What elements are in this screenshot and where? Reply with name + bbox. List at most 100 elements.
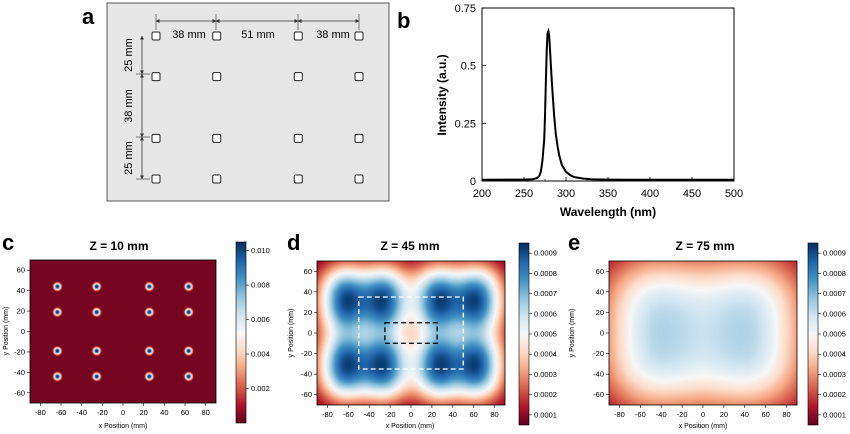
y-tick-label: 0.75 (455, 3, 476, 15)
y-tick-label: -20 (301, 349, 312, 358)
x-tick-label: -20 (677, 410, 688, 419)
heatmap-title: Z = 45 mm (380, 239, 439, 253)
heatmap-title: Z = 10 mm (89, 239, 148, 253)
colorbar-tick-label: 0.0005 (823, 330, 846, 339)
heatmap-z45: Z = 45 mm -80 -60 -40 -20 0 20 40 60 80 -60 -40 -20… (288, 239, 557, 430)
dimension-label-top-2: 51 mm (241, 29, 275, 41)
y-tick-label: 40 (596, 287, 604, 296)
led-square (151, 31, 161, 41)
colorbar-tick-label: 0.004 (251, 350, 270, 359)
colorbar-tick-label: 0.0002 (823, 390, 846, 399)
led-group (151, 31, 364, 184)
x-tick-label: -40 (76, 408, 87, 417)
colorbar-tick-label: 0.006 (251, 315, 270, 324)
colorbar-tick-label: 0.0006 (823, 309, 846, 318)
x-tick-label: -20 (385, 410, 396, 419)
colorbar-ticks: 0.0001 0.0002 0.0003 0.0004 0.0005 0.0006 0.00… (529, 249, 557, 419)
x-tick-label: 80 (201, 408, 209, 417)
y-tick-label: -20 (593, 349, 604, 358)
x-tick-label: 0 (701, 410, 705, 419)
heatmap-image (317, 261, 505, 405)
panel-letter-e: e (568, 230, 580, 255)
heatmap-ticks: -80 -60 -40 -20 0 20 40 60 80 -60 -40 -20 0 20 40 60 (301, 267, 499, 419)
spectrum-ticks: 200 250 300 350 400 450 500 0 0.25 0.5 0.75 (455, 3, 744, 200)
x-tick-label: 0 (409, 410, 413, 419)
panel-letter-b: b (397, 8, 410, 33)
led-layout-schematic: 38 mm 51 mm 38 mm 25 mm 38 mm 25 mm (106, 2, 390, 202)
x-tick-label: 60 (181, 408, 189, 417)
heatmap-ticks: -80 -60 -40 -20 0 20 40 60 80 -60 -40 -20 0 20 40 60 (14, 266, 210, 417)
y-tick-label: 20 (17, 307, 25, 316)
x-tick-label: -40 (656, 410, 667, 419)
x-tick-label: 300 (557, 188, 575, 200)
colorbar-tick-label: 0.0005 (534, 330, 557, 339)
led-square (293, 31, 303, 41)
y-tick-label: 40 (304, 287, 312, 296)
heatmap-title: Z = 75 mm (675, 239, 734, 253)
dimension-label-left-1: 25 mm (123, 38, 135, 72)
panel-letter-d: d (287, 230, 300, 255)
led-square (212, 72, 222, 82)
colorbar-tick-label: 0.010 (251, 246, 270, 255)
heatmap-y-axis-label: y Position (mm) (569, 309, 576, 358)
x-tick-label: 40 (741, 410, 749, 419)
x-tick-label: -20 (97, 408, 108, 417)
heatmap-z10: Z = 10 mm -80 -60 -40 -20 0 20 40 60 80 -60 -40 -20… (3, 239, 270, 430)
y-tick-label: -40 (301, 370, 312, 379)
panel-letter-a: a (82, 4, 95, 29)
heatmap-y-axis-label: y Position (mm) (288, 309, 295, 358)
colorbar-tick-label: 0.0007 (823, 289, 846, 298)
x-tick-label: -60 (56, 408, 67, 417)
y-tick-label: -60 (301, 390, 312, 399)
x-tick-label: 400 (641, 188, 659, 200)
colorbar-tick-label: 0.0008 (823, 269, 846, 278)
led-square (354, 72, 364, 82)
led-square (151, 72, 161, 82)
colorbar-tick-label: 0.0003 (534, 370, 557, 379)
led-square (293, 72, 303, 82)
spectrum-line (481, 27, 734, 181)
spectrum-plot-frame (481, 7, 735, 182)
led-square (212, 133, 222, 143)
y-tick-label: 60 (304, 267, 312, 276)
x-tick-label: 20 (720, 410, 728, 419)
colorbar-ticks: 0.002 0.004 0.006 0.008 0.010 (246, 246, 270, 393)
y-tick-label: 40 (17, 286, 25, 295)
x-tick-label: 60 (761, 410, 769, 419)
x-tick-label: 20 (139, 408, 147, 417)
led-square (354, 31, 364, 41)
y-tick-label: 20 (596, 308, 604, 317)
heatmap-z75: Z = 75 mm -80 -60 -40 -20 0 20 40 60 80 -60 -40 -20… (569, 239, 846, 430)
spectrum-x-axis-label: Wavelength (nm) (560, 205, 656, 219)
x-tick-label: 350 (599, 188, 617, 200)
y-tick-label: 60 (17, 266, 25, 275)
heatmap-y-axis-label: y Position (mm) (3, 307, 10, 356)
panel-letter-c: c (2, 230, 14, 255)
heatmap-x-axis-label: x Position (mm) (386, 423, 435, 430)
led-square (212, 174, 222, 184)
x-tick-label: 250 (515, 188, 533, 200)
led-square (151, 174, 161, 184)
colorbar-ticks: 0.0001 0.0002 0.0003 0.0004 0.0005 0.0006 0.00… (818, 249, 846, 419)
y-tick-label: 0 (308, 329, 312, 338)
heatmap-x-axis-label: x Position (mm) (99, 423, 148, 430)
colorbar-tick-label: 0.0009 (534, 249, 557, 258)
heatmap-image (609, 261, 797, 405)
x-tick-label: 500 (725, 188, 743, 200)
x-tick-label: -60 (635, 410, 646, 419)
x-tick-label: -80 (614, 410, 625, 419)
x-tick-label: 0 (121, 408, 125, 417)
x-tick-label: -80 (35, 408, 46, 417)
colorbar-tick-label: 0.0006 (534, 309, 557, 318)
heatmap-ticks: -80 -60 -40 -20 0 20 40 60 80 -60 -40 -20 0 20 40 60 (593, 267, 791, 419)
colorbar-tick-label: 0.008 (251, 281, 270, 290)
x-tick-label: -40 (364, 410, 375, 419)
colorbar-tick-label: 0.0007 (534, 289, 557, 298)
colorbar-tick-label: 0.0009 (823, 249, 846, 258)
spectrum-y-axis-label: Intensity (a.u.) (435, 54, 449, 135)
x-tick-label: 20 (428, 410, 436, 419)
x-tick-label: 40 (160, 408, 168, 417)
dashed-region-inner (384, 322, 438, 344)
colorbar-frame (235, 241, 247, 424)
